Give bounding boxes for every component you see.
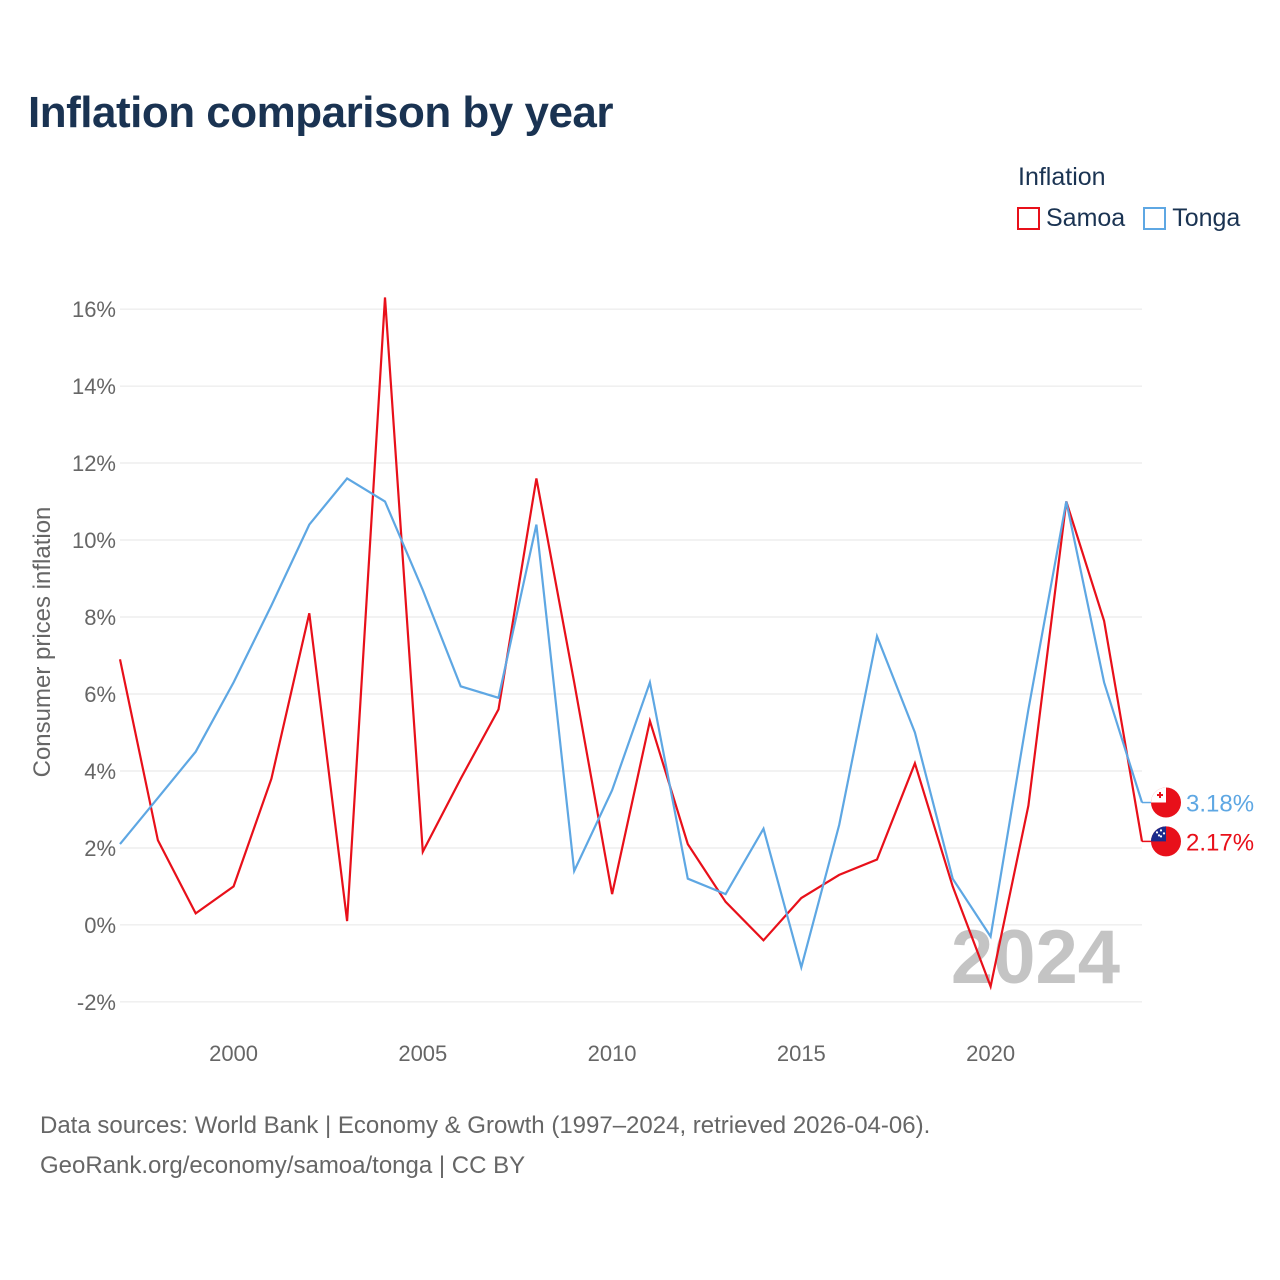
legend-item-samoa[interactable]: Samoa xyxy=(1017,204,1125,233)
y-tick-label: 8% xyxy=(84,605,116,630)
legend-swatch-samoa xyxy=(1017,207,1040,230)
end-value-label-tonga: 3.18% xyxy=(1186,791,1254,818)
x-tick-label: 2015 xyxy=(777,1041,826,1066)
y-tick-label: 2% xyxy=(84,836,116,861)
legend-label-samoa: Samoa xyxy=(1046,204,1126,232)
legend-title: Inflation xyxy=(1018,163,1106,191)
series-lines xyxy=(118,297,1144,991)
y-axis-ticks: -2% 0% 2% 4% 6% 8% 10% 12% 14% 16% xyxy=(72,297,116,1015)
source-line-2[interactable]: GeoRank.org/economy/samoa/tonga | CC BY xyxy=(40,1152,526,1179)
series-line-samoa[interactable] xyxy=(118,297,1144,991)
legend-swatch-tonga xyxy=(1143,207,1167,230)
year-watermark: 2024 xyxy=(951,915,1120,1000)
source-line-1: Data sources: World Bank | Economy & Gro… xyxy=(40,1112,931,1139)
end-markers: 2.17% 3.18% xyxy=(1142,787,1254,857)
y-tick-label: 4% xyxy=(84,759,116,784)
y-tick-label: -2% xyxy=(77,990,116,1015)
legend-item-tonga[interactable]: Tonga xyxy=(1143,204,1240,233)
y-tick-label: 10% xyxy=(72,528,116,553)
x-tick-label: 2000 xyxy=(209,1041,258,1066)
x-tick-label: 2020 xyxy=(966,1041,1015,1066)
y-tick-label: 0% xyxy=(84,913,116,938)
flag-samoa-icon xyxy=(1151,826,1181,857)
y-axis-label: Consumer prices inflation xyxy=(29,507,56,778)
y-tick-label: 16% xyxy=(72,297,116,322)
y-tick-label: 6% xyxy=(84,682,116,707)
x-tick-label: 2010 xyxy=(588,1041,637,1066)
chart-title: Inflation comparison by year xyxy=(28,88,614,137)
y-tick-label: 12% xyxy=(72,451,116,476)
end-value-label-samoa: 2.17% xyxy=(1186,829,1254,856)
x-tick-label: 2005 xyxy=(398,1041,447,1066)
x-axis-ticks: 2000 2005 2010 2015 2020 xyxy=(209,1041,1015,1066)
legend-label-tonga: Tonga xyxy=(1172,204,1241,232)
y-tick-label: 14% xyxy=(72,374,116,399)
flag-tonga-icon xyxy=(1151,787,1181,818)
series-line-tonga[interactable] xyxy=(119,476,1144,972)
data-source: Data sources: World Bank | Economy & Gro… xyxy=(40,1106,930,1186)
gridlines xyxy=(120,308,1142,1003)
legend: Samoa Tonga xyxy=(1017,204,1258,233)
